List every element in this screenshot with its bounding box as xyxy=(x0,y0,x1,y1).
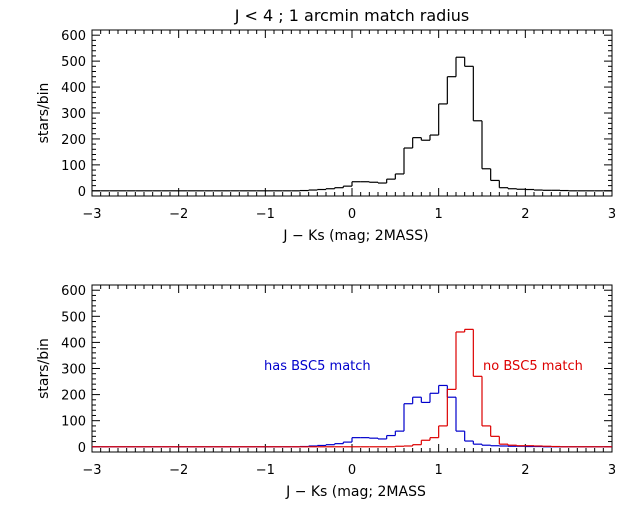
y-tick-label: 200 xyxy=(61,389,86,404)
panel-2: −3 −2 −1 0 1 2 3 0 100 200 300 400 500 600 J − Ks (mag… xyxy=(36,284,616,500)
x-tick-label: −2 xyxy=(169,463,188,478)
y-tick-label: 400 xyxy=(61,81,86,96)
x-tick-label: 1 xyxy=(435,207,443,222)
x-tick-label: −3 xyxy=(82,207,101,222)
x-axis-label: J − Ks (mag; 2MASS xyxy=(285,484,426,500)
y-tick-label: 400 xyxy=(61,336,86,351)
panel-1: −3 −2 −1 0 1 2 3 0 100 200 300 400 500 600 J − Ks (mag… xyxy=(36,6,616,244)
annotation-label: no BSC5 match xyxy=(483,359,583,374)
y-tick-label: 500 xyxy=(61,55,86,70)
y-tick-label: 600 xyxy=(61,284,86,299)
y-tick-label: 500 xyxy=(61,310,86,325)
chart-title: J < 4 ; 1 arcmin match radius xyxy=(234,6,470,25)
y-axis-label: stars/bin xyxy=(36,83,52,144)
annotation-label: has BSC5 match xyxy=(264,359,371,374)
x-tick-label: 1 xyxy=(435,463,443,478)
series-no-bsc5-match xyxy=(92,328,612,448)
y-tick-label: 600 xyxy=(61,29,86,44)
x-tick-label: −1 xyxy=(256,463,275,478)
x-tick-label: 0 xyxy=(348,207,356,222)
y-tick-label: 100 xyxy=(61,159,86,174)
x-tick-label: −3 xyxy=(82,463,101,478)
x-tick-label: −2 xyxy=(169,207,188,222)
y-tick-label: 100 xyxy=(61,415,86,430)
y-axis-label: stars/bin xyxy=(36,338,52,399)
series-histogram xyxy=(92,56,612,192)
y-tick-label: 300 xyxy=(61,107,86,122)
y-tick-label: 0 xyxy=(78,441,86,456)
x-axis-label: J − Ks (mag; 2MASS) xyxy=(282,228,428,244)
x-tick-label: 0 xyxy=(348,463,356,478)
x-tick-label: 3 xyxy=(608,207,616,222)
x-tick-label: 2 xyxy=(521,463,529,478)
y-tick-label: 300 xyxy=(61,363,86,378)
x-tick-label: −1 xyxy=(256,207,275,222)
y-tick-label: 200 xyxy=(61,133,86,148)
axes-frame xyxy=(91,29,613,197)
series-has-bsc5-match xyxy=(92,384,612,448)
x-tick-label: 2 xyxy=(521,207,529,222)
x-tick-label: 3 xyxy=(608,463,616,478)
y-tick-label: 0 xyxy=(78,185,86,200)
